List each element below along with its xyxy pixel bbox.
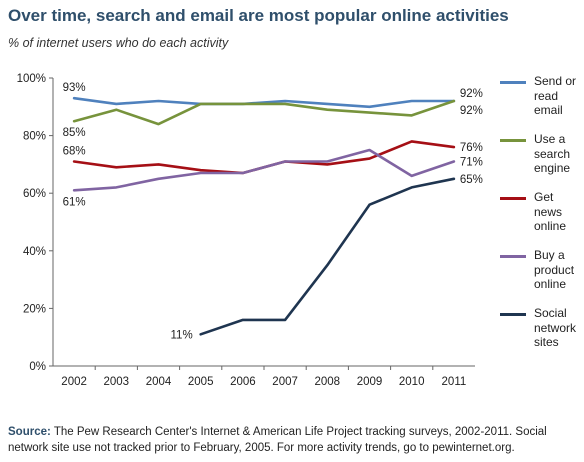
legend-label: Buy a product online	[534, 248, 584, 292]
data-label: 92%	[460, 105, 483, 117]
x-tick-label: 2005	[188, 376, 214, 388]
legend-swatch	[500, 139, 526, 142]
data-label: 11%	[171, 329, 193, 341]
legend-swatch	[500, 197, 526, 200]
legend-swatch	[500, 313, 526, 316]
y-tick-label: 80%	[23, 131, 46, 143]
x-tick-label: 2011	[442, 376, 467, 388]
series-line-send-or-read-email	[72, 96, 456, 109]
data-label: 85%	[63, 127, 86, 139]
legend-label-line: online	[534, 277, 567, 291]
source-text: The Pew Research Center's Internet & Ame…	[8, 426, 547, 454]
legend-label-line: search	[534, 146, 571, 161]
legend-swatch	[500, 81, 526, 84]
legend-label: Send or read email	[534, 74, 584, 118]
legend-label: Get news online	[534, 190, 584, 234]
legend-label-line: news	[534, 204, 563, 219]
legend-label-line: Use a	[534, 132, 566, 146]
legend-label: Use a search engine	[534, 132, 584, 176]
legend-label: Social network sites	[534, 306, 584, 350]
data-label: 71%	[460, 157, 483, 169]
legend-swatch	[500, 255, 526, 258]
chart-title: Over time, search and email are most pop…	[8, 6, 509, 25]
x-tick-label: 2002	[61, 376, 87, 388]
data-label: 92%	[460, 88, 483, 100]
data-label: 76%	[460, 142, 483, 154]
legend-label-line: online	[534, 219, 567, 233]
y-tick-label: 100%	[17, 73, 46, 85]
y-tick-label: 40%	[23, 246, 46, 258]
series-line-buy-a-product-online	[72, 148, 456, 192]
source-label: Source:	[8, 426, 51, 438]
legend-label-line: read	[534, 88, 559, 103]
data-label: 61%	[63, 196, 86, 208]
legend-label-line: Buy a	[534, 248, 565, 262]
y-tick-label: 60%	[23, 188, 46, 200]
legend-label-line: sites	[534, 335, 559, 349]
legend-label-line: email	[534, 103, 563, 117]
x-tick-label: 2010	[399, 376, 425, 388]
chart-subtitle: % of internet users who do each activity	[8, 36, 229, 50]
x-tick-label: 2003	[104, 376, 130, 388]
y-tick-label: 20%	[23, 303, 46, 315]
legend-label-line: Get	[534, 190, 554, 204]
series-line-social-network-sites	[199, 177, 456, 336]
legend-label-line: Social	[534, 306, 567, 320]
legend-label-line: network	[534, 320, 577, 335]
line-chart: 0% 20% 40% 60% 80% 100% 2002 2003 2004 2005 2006 20…	[17, 73, 483, 388]
source-note: Source: The Pew Research Center's Intern…	[8, 424, 578, 456]
data-label: 68%	[63, 146, 86, 158]
x-tick-label: 2004	[146, 376, 172, 388]
x-tick-label: 2009	[357, 376, 383, 388]
legend-label-line: Send or	[534, 74, 577, 88]
x-tick-label: 2006	[230, 376, 256, 388]
data-label: 93%	[63, 82, 86, 94]
x-tick-label: 2007	[272, 376, 298, 388]
y-tick-label: 0%	[29, 361, 46, 373]
x-tick-label: 2008	[315, 376, 341, 388]
data-label: 65%	[460, 174, 483, 186]
legend-label-line: product	[534, 262, 575, 277]
legend-label-line: engine	[534, 161, 571, 175]
series-line-use-a-search-engine	[72, 99, 456, 126]
